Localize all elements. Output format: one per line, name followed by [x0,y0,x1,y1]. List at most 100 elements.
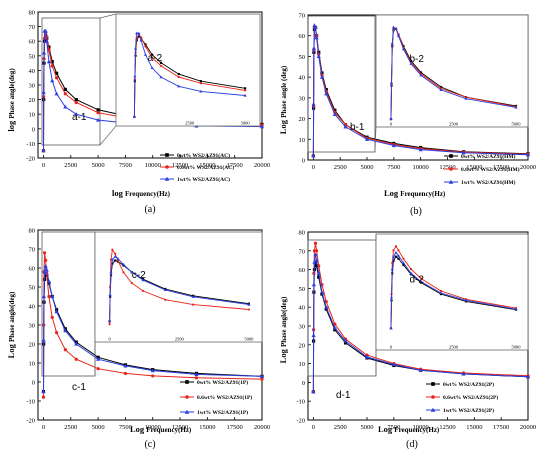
inset-data-point [396,254,401,257]
y-tick-label: 10 [29,361,36,368]
legend-label: 0.6wt% WS2/AZ91(AC) [177,164,234,171]
x-tick-label: 17500 [227,424,243,431]
data-point [50,315,54,319]
y-axis-label-text: Phase angle(deg) [280,296,288,347]
inset-data-point [116,259,120,262]
data-point [316,54,321,59]
inset-label: c-2 [132,270,146,281]
inset-data-point [464,97,468,100]
inset-data-point [108,323,111,326]
x-tick-label: 15000 [466,164,482,171]
data-point [418,147,423,152]
y-tick-label: -10 [26,141,35,148]
inset-data-point [389,295,394,299]
inset-tick-label: 0 [390,345,393,350]
inset-series-line-2 [390,251,517,329]
data-point [54,309,59,314]
inset-data-point [390,267,394,271]
y-tick-label: 20 [29,342,36,349]
legend-label: 1wt% WS2/AZ91(AC) [177,176,230,183]
y-tick-label: -20 [26,156,35,163]
y-axis-label-text: Phase angle(deg) [8,291,16,342]
inset-data-point [419,280,423,283]
data-point [43,264,48,268]
main-label: a-1 [72,112,87,123]
data-point [50,64,54,68]
data-point [314,35,319,40]
panel-caption: (a) [144,204,155,215]
data-point [319,290,325,294]
inset-data-point [514,307,518,311]
inset-data-point [199,82,202,85]
x-tick-label: 2500 [64,424,77,431]
inset-tick-label: 2500 [449,122,459,127]
inset-series-line-1 [109,248,249,325]
data-point [54,331,59,335]
x-axis-label-text: Frequency(Hz) [394,426,440,434]
inset-data-point [177,72,180,76]
x-tick-label: 5000 [92,162,105,169]
inset-data-point [244,89,247,92]
y-tick-label: 10 [299,361,306,368]
x-tick-label: 0 [42,424,45,431]
inset-connector [99,125,117,146]
data-point [41,338,46,342]
y-tick-label: 10 [299,137,306,144]
inset-data-point [151,56,154,59]
series-line-2 [43,265,263,392]
inset-data-point [392,249,395,252]
legend-marker [185,395,189,399]
inset-data-point [192,303,195,306]
data-point [63,87,67,91]
y-tick-label: 40 [299,75,306,82]
inset-frame [375,14,529,128]
x-tick-label: 7500 [387,424,400,431]
inset-data-point [137,35,140,38]
inset-data-point [151,53,154,56]
data-point [364,354,370,359]
inset-data-point [402,263,405,267]
panel-caption: (c) [144,439,155,450]
series-line-2 [312,254,529,392]
data-point [343,341,348,345]
inset-connector [99,13,117,19]
inset-series-line-2 [133,32,246,117]
inset-data-point [394,245,398,248]
inset-data-point [130,281,133,285]
y-tick-label: 0 [32,126,35,133]
inset-data-point [389,326,393,330]
inset-data-point [141,278,145,282]
data-point [96,367,100,371]
data-point [391,143,396,148]
y-tick-label: 40 [299,305,306,312]
data-point [314,249,319,253]
data-point [313,25,318,30]
inset-data-point [389,117,393,121]
y-tick-label: 80 [29,228,36,235]
inset-data-point [114,252,117,255]
legend-label: 0.6wt% WS2/AZ91(HM) [461,166,520,173]
inset-data-point [397,249,400,252]
inset-data-point [133,74,137,78]
inset-data-point [163,288,167,292]
inset-data-point [391,255,396,258]
data-point [41,148,46,153]
data-point [54,76,59,80]
legend-marker [449,167,453,171]
inset-data-point [389,81,394,84]
legend-marker [448,179,454,184]
data-point [525,374,531,379]
inset-data-point [247,303,251,306]
data-point [96,108,100,112]
inset-data-point [114,259,117,262]
data-point [74,98,78,102]
data-point [343,124,348,129]
y-axis-label-prefix: log [6,119,16,132]
inset-data-point [394,255,398,258]
x-axis-label-prefix: Log [384,188,400,198]
data-point [74,100,78,105]
y-tick-label: 50 [299,286,306,293]
x-tick-label: 0 [312,164,315,171]
data-point [324,299,328,304]
data-point [41,294,47,299]
